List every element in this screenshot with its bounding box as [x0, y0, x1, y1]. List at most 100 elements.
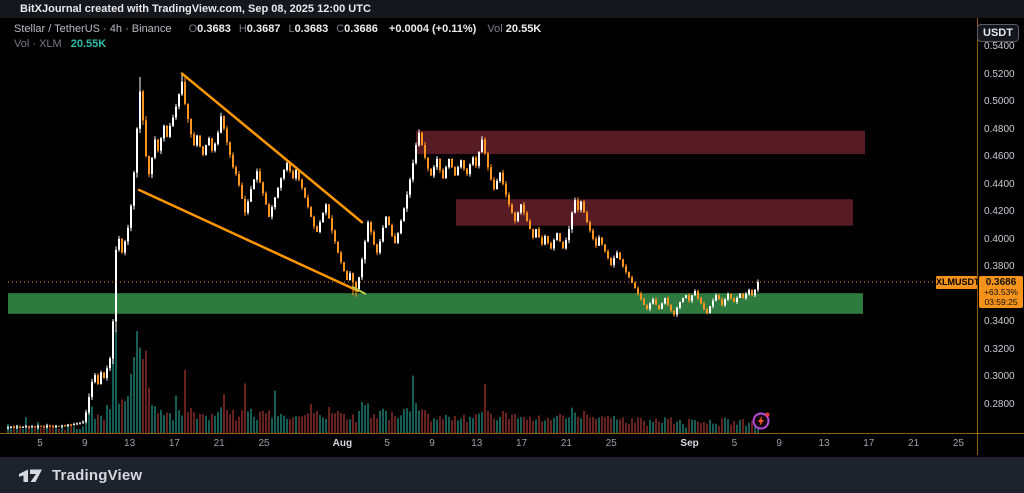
volume-bar [571, 407, 573, 433]
currency-toggle-button[interactable]: USDT [977, 24, 1019, 42]
volume-bar [733, 420, 735, 433]
candle-body [331, 218, 333, 231]
volume-bar [295, 416, 297, 433]
volume-bar [460, 418, 462, 433]
candle-body [139, 91, 141, 129]
time-tick-label: 17 [516, 438, 528, 449]
ohlc-key-o: O [188, 23, 198, 35]
candle-body [370, 222, 372, 232]
ohlc-key-l: L [288, 23, 295, 35]
volume-bar [379, 410, 381, 433]
candle-body [7, 427, 9, 429]
tradingview-brand-text[interactable]: TradingView [52, 466, 143, 484]
candle-body [385, 216, 387, 228]
volume-bar [712, 423, 714, 433]
volume-bar [550, 420, 552, 433]
volume-bar [679, 419, 681, 433]
volume-bar [520, 417, 522, 433]
volume-bar [292, 417, 294, 433]
volume-bar [433, 418, 435, 433]
candle-body [184, 81, 186, 104]
candle-body [64, 425, 66, 427]
volume-bar [178, 410, 180, 433]
resistance-zone-1[interactable] [416, 130, 865, 155]
volume-bar [658, 421, 660, 433]
volume-bar [583, 410, 585, 433]
candle-body [244, 198, 246, 213]
candle-body [616, 252, 618, 259]
candle-body [529, 220, 531, 230]
time-tick-label: 13 [818, 438, 830, 449]
candle-body [391, 225, 393, 237]
volume-bar [286, 418, 288, 433]
candle-body [484, 139, 486, 154]
candle-body [502, 172, 504, 184]
volume-bar [517, 418, 519, 433]
volume-bar [124, 401, 126, 433]
tradingview-logo-icon[interactable] [18, 466, 44, 484]
candle-body [634, 282, 636, 289]
price-tick-label: 0.2800 [984, 399, 1015, 411]
candle-body [754, 289, 756, 296]
volume-bar [607, 415, 609, 433]
candle-body [67, 424, 69, 427]
volume-bar [466, 422, 468, 433]
volume-bar [148, 387, 150, 433]
volume-bar [436, 419, 438, 433]
candle-body [649, 303, 651, 310]
candle-body [535, 229, 537, 238]
volume-bar [334, 413, 336, 433]
candle-body [499, 172, 501, 181]
vol-study-label[interactable]: Vol · XLM [14, 38, 62, 50]
candle-body [691, 295, 693, 301]
volume-bar [250, 408, 252, 433]
lightning-marker-icon[interactable] [750, 410, 772, 432]
wedge-trendline-lower[interactable] [137, 188, 360, 293]
volume-bar [394, 416, 396, 433]
volume-bar [688, 418, 690, 433]
volume-bar [625, 422, 627, 433]
candle-body [526, 212, 528, 221]
volume-bar [73, 426, 75, 433]
volume-bar [595, 418, 597, 433]
wedge-trendline-upper[interactable] [180, 72, 364, 224]
support-zone[interactable] [8, 293, 863, 314]
volume-bar [322, 417, 324, 433]
price-tick-label: 0.4400 [984, 178, 1015, 190]
volume-bar [730, 424, 732, 433]
candle-body [76, 423, 78, 425]
candle-body [628, 271, 630, 278]
candle-body [466, 168, 468, 175]
candle-body [445, 167, 447, 179]
candle-body [310, 207, 312, 217]
volume-bar [97, 414, 99, 433]
volume-bar [13, 425, 15, 433]
candle-body [181, 81, 183, 95]
candle-body [187, 103, 189, 119]
resistance-zone-2[interactable] [456, 199, 853, 226]
volume-bar [271, 417, 273, 433]
candle-body [598, 237, 600, 246]
time-tick-label: 9 [82, 438, 88, 449]
candle-body [286, 163, 288, 170]
candle-body [418, 132, 420, 146]
candle-body [427, 157, 429, 169]
volume-bar [526, 419, 528, 433]
time-tick-label: 5 [384, 438, 390, 449]
candle-body [109, 358, 111, 369]
candle-body [430, 168, 432, 176]
candle-body [397, 233, 399, 243]
volume-bar [673, 424, 675, 433]
legend-row-volume: Vol · XLM 20.55K [14, 37, 541, 52]
candle-body [334, 230, 336, 242]
time-tick-label: Sep [680, 438, 699, 449]
volume-bar [52, 426, 54, 433]
candle-body [460, 160, 462, 168]
candle-body [52, 426, 54, 428]
candle-body [217, 132, 219, 144]
symbol-title[interactable]: Stellar / TetherUS · 4h · Binance [14, 23, 172, 35]
volume-bar [202, 414, 204, 433]
volume-bar [331, 413, 333, 433]
volume-bar [409, 411, 411, 433]
